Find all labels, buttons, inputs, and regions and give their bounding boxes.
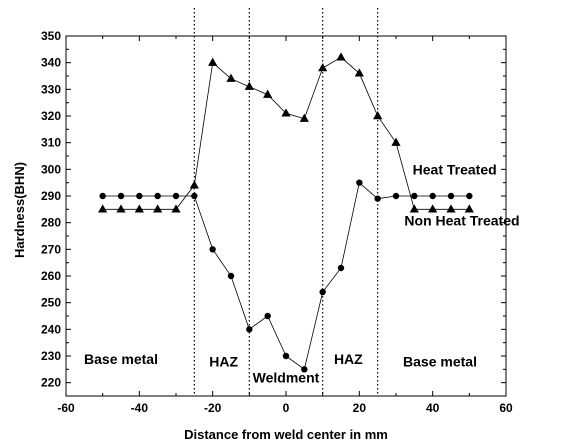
y-tick-label: 290: [41, 189, 61, 203]
y-tick-label: 330: [41, 82, 61, 96]
y-tick-label: 250: [41, 296, 61, 310]
series-circle: [99, 179, 473, 373]
annotation-label: HAZ: [209, 354, 238, 370]
circle-marker: [191, 192, 198, 200]
triangle-marker: [244, 81, 254, 90]
circle-marker: [356, 179, 363, 186]
y-axis-title: Hardness(BHN): [12, 162, 27, 258]
circle-marker: [429, 192, 436, 200]
data-series: [98, 52, 474, 373]
y-tick-label: 220: [41, 376, 61, 390]
circle-marker: [282, 352, 290, 360]
triangle-marker: [153, 204, 163, 213]
circle-marker: [411, 192, 418, 200]
triangle-marker: [428, 204, 438, 213]
y-tick-label: 350: [41, 29, 61, 43]
circle-marker: [447, 192, 455, 200]
annotation-label: Base metal: [403, 354, 477, 370]
annotation-label: HAZ: [334, 351, 363, 367]
y-tick-label: 240: [41, 322, 61, 336]
axis-ticks: -60 -40 -20 0 20 40 60 220 230 240 250 260 270 280 290…: [41, 29, 513, 415]
x-tick-label: -60: [57, 401, 75, 415]
series-line: [102, 56, 470, 210]
circle-marker: [301, 366, 308, 373]
triangle-marker: [409, 204, 419, 213]
triangle-marker: [318, 63, 328, 72]
circle-marker: [227, 272, 235, 280]
y-tick-label: 260: [41, 269, 61, 283]
triangle-marker: [98, 204, 108, 213]
x-tick-label: 20: [353, 401, 367, 415]
annotation-label: Base metal: [84, 351, 158, 367]
y-tick-label: 280: [41, 216, 61, 230]
circle-marker: [136, 192, 143, 200]
series-triangle: [98, 52, 474, 213]
annotation-label: Weldment: [253, 370, 320, 386]
circle-marker: [264, 312, 271, 320]
y-tick-label: 340: [41, 56, 61, 70]
triangle-marker: [171, 204, 181, 213]
circle-marker: [374, 195, 381, 202]
triangle-marker: [354, 68, 364, 77]
triangle-marker: [281, 108, 291, 117]
x-tick-label: -20: [204, 401, 222, 415]
y-tick-label: 320: [41, 109, 61, 123]
triangle-marker: [189, 180, 199, 189]
triangle-marker: [336, 52, 346, 61]
x-tick-label: 0: [283, 401, 290, 415]
x-axis-title: Distance from weld center in mm: [184, 427, 388, 442]
triangle-marker: [263, 89, 273, 98]
x-tick-label: 60: [499, 401, 513, 415]
triangle-marker: [446, 204, 456, 213]
circle-marker: [337, 264, 345, 272]
triangle-marker: [134, 204, 144, 213]
region-divider-lines: [193, 8, 379, 396]
annotation-label: Non Heat Treated: [404, 212, 519, 228]
triangle-marker: [299, 113, 309, 122]
circle-marker: [154, 192, 161, 200]
triangle-marker: [373, 111, 383, 120]
circle-marker: [99, 192, 106, 200]
circle-marker: [246, 326, 253, 333]
triangle-marker: [226, 73, 236, 82]
circle-marker: [392, 192, 400, 200]
y-tick-label: 300: [41, 162, 61, 176]
circle-marker: [319, 288, 326, 296]
circle-marker: [466, 192, 473, 200]
y-tick-label: 310: [41, 136, 61, 150]
y-tick-label: 270: [41, 242, 61, 256]
triangle-marker: [464, 204, 474, 213]
x-tick-label: -40: [131, 401, 149, 415]
triangle-marker: [116, 204, 126, 213]
circle-marker: [117, 192, 125, 200]
circle-marker: [172, 192, 180, 200]
x-tick-label: 40: [426, 401, 440, 415]
annotations: Heat Treated Non Heat Treated Base metal HA…: [84, 162, 520, 386]
triangle-marker: [208, 57, 218, 66]
triangle-marker: [391, 137, 401, 146]
annotation-label: Heat Treated: [413, 162, 497, 178]
y-tick-label: 230: [41, 349, 61, 363]
circle-marker: [209, 246, 216, 253]
